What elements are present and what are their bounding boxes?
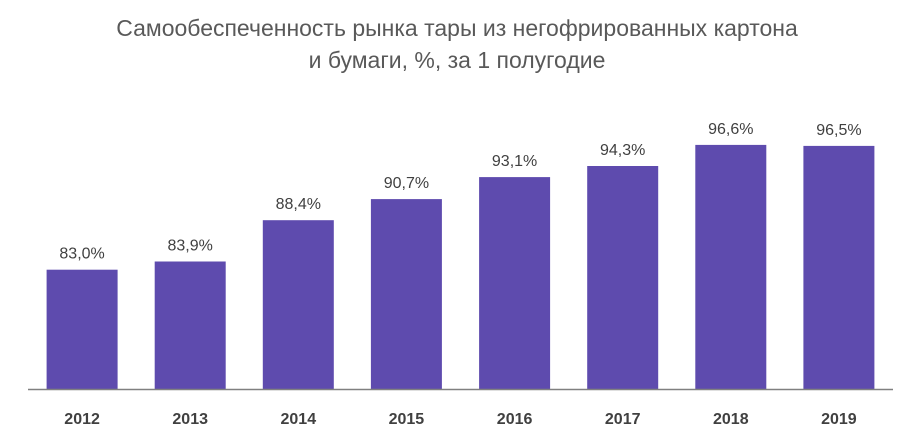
x-tick-label-2013: 2013	[172, 411, 208, 428]
bar-2014	[262, 220, 334, 389]
x-tick-label-2019: 2019	[821, 411, 857, 428]
x-tick-label-2012: 2012	[64, 411, 100, 428]
data-label-2014: 88,4%	[276, 196, 321, 213]
x-tick-label-2016: 2016	[497, 411, 533, 428]
x-tick-label-2014: 2014	[281, 411, 317, 428]
x-tick-label-2017: 2017	[605, 411, 641, 428]
chart-title: Самообеспеченность рынка тары из негофри…	[0, 12, 914, 76]
chart-title-line-2: и бумаги, %, за 1 полугодие	[308, 47, 606, 73]
x-tick-label-2018: 2018	[713, 411, 749, 428]
bar-2013	[154, 261, 226, 389]
x-tick-label-2015: 2015	[389, 411, 425, 428]
bar-2015	[370, 199, 442, 389]
bar-2019	[803, 145, 875, 389]
bar-2012	[46, 269, 118, 389]
data-label-2018: 96,6%	[708, 121, 753, 138]
data-label-2017: 94,3%	[600, 142, 645, 159]
bar-2018	[695, 144, 767, 389]
data-label-2012: 83,0%	[59, 246, 104, 263]
data-label-2019: 96,5%	[816, 122, 861, 139]
bar-2017	[587, 166, 659, 389]
data-label-2013: 83,9%	[168, 238, 213, 255]
data-label-2016: 93,1%	[492, 153, 537, 170]
data-label-2015: 90,7%	[384, 175, 429, 192]
chart-title-line-1: Самообеспеченность рынка тары из негофри…	[116, 15, 798, 41]
bar-2016	[479, 177, 551, 389]
